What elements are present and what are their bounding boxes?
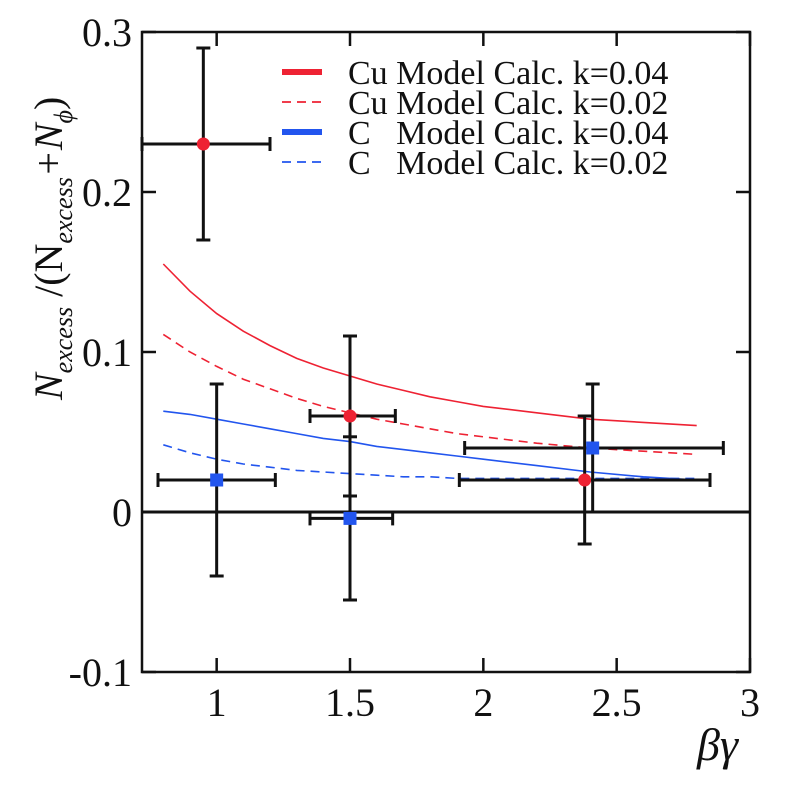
c-marker [343, 511, 357, 525]
data-point-0 [140, 46, 272, 242]
curve-2 [163, 410, 697, 481]
c-marker [586, 441, 600, 455]
data-point-5 [463, 382, 725, 514]
x-axis-label: βγ [696, 719, 740, 770]
y-label-sub-excess-2: excess [49, 177, 78, 243]
y-tick-label-1: 0 [112, 490, 132, 535]
y-tick-label-3: 0.2 [82, 170, 132, 215]
x-tick-label-4: 3 [740, 680, 760, 725]
legend-item-3: C Model Calc. k=0.02 [282, 145, 668, 182]
legend-label: C Model Calc. k=0.04 [348, 115, 668, 152]
data-point-2 [457, 414, 712, 546]
chart-marks-layer [140, 46, 725, 602]
curve-1 [162, 333, 697, 456]
ticks-layer: 1 1.5 2 2.5 3 -0.1 0 0.1 0.2 0.3 [69, 10, 760, 725]
x-tick-label-2: 2 [473, 680, 493, 725]
y-axis-label: Nexcess /(Nexcess+Nϕ) [26, 97, 78, 401]
c-marker [210, 473, 224, 487]
data-point-1 [308, 334, 397, 498]
cu-marker [196, 137, 210, 151]
x-tick-label-3: 2.5 [592, 680, 642, 725]
y-label-sub-excess: excess [49, 307, 78, 373]
y-label-n: N [26, 371, 71, 401]
y-tick-label-4: 0.3 [82, 10, 132, 55]
y-label-plus: +N [26, 121, 71, 177]
legend-item-0: Cu Model Calc. k=0.04 [282, 55, 668, 92]
data-point-4 [308, 435, 395, 602]
legend-label: Cu Model Calc. k=0.04 [348, 55, 668, 92]
data-point-3 [156, 382, 277, 578]
legend-label: Cu Model Calc. k=0.02 [348, 85, 668, 122]
cu-marker [343, 409, 357, 423]
x-tick-label-0: 1 [207, 680, 227, 725]
curve-3 [163, 444, 697, 480]
svg-text:Nexcess /(Nexcess+Nϕ): Nexcess /(Nexcess+Nϕ) [26, 97, 78, 401]
y-tick-label-0: -0.1 [69, 650, 132, 695]
y-label-divider: /(N [26, 244, 71, 307]
y-label-close: ) [26, 97, 71, 110]
y-tick-label-2: 0.1 [82, 330, 132, 375]
chart-lines-layer [142, 263, 750, 514]
y-label-sub-phi: ϕ [49, 110, 78, 123]
legend-item-1: Cu Model Calc. k=0.02 [282, 85, 668, 122]
legend-item-2: C Model Calc. k=0.04 [282, 115, 668, 152]
legend-label: C Model Calc. k=0.02 [348, 145, 668, 182]
x-tick-label-1: 1.5 [325, 680, 375, 725]
curve-0 [162, 263, 697, 427]
cu-marker [578, 473, 592, 487]
